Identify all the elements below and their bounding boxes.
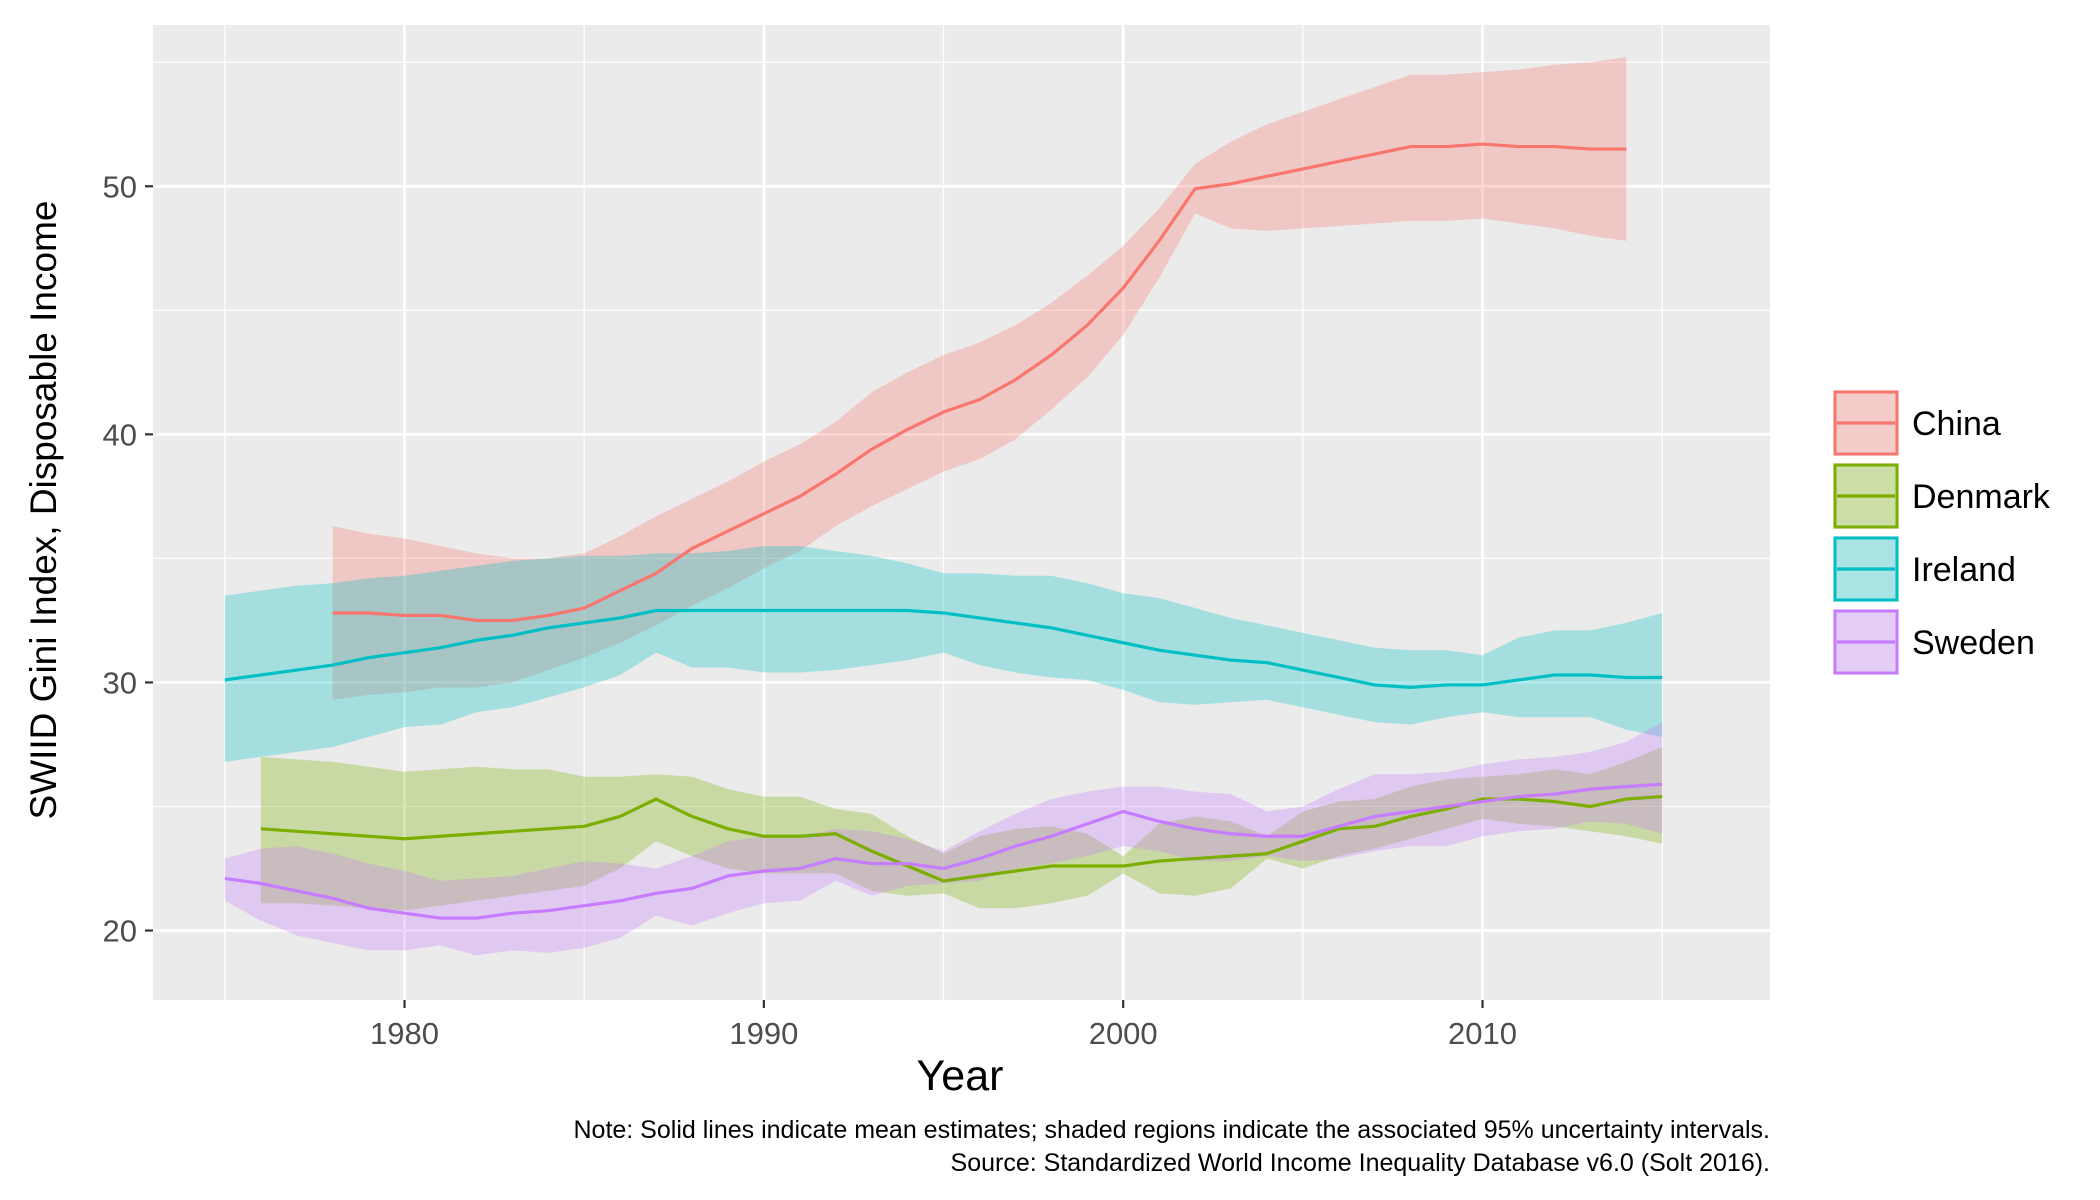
legend-label: Ireland [1912, 551, 2016, 589]
china-mean-line [332, 142, 1627, 623]
x-tick-label: 2000 [1089, 1016, 1158, 1051]
uncertainty-bands [224, 57, 1663, 956]
legend-item-sweden: Sweden [1833, 609, 2035, 675]
legend-label: Sweden [1912, 624, 2035, 662]
legend-item-china: China [1833, 390, 2001, 456]
legend-item-denmark: Denmark [1833, 463, 2051, 529]
y-tick-label: 30 [103, 665, 137, 700]
x-axis-title: Year [917, 1052, 1004, 1100]
ireland-mean-line [224, 608, 1663, 690]
denmark-mean-line [260, 794, 1663, 883]
x-tick-label: 2010 [1448, 1016, 1517, 1051]
denmark-uncertainty-band [260, 746, 1663, 911]
y-tick-label: 40 [103, 417, 137, 452]
caption-source: Source: Standardized World Income Inequa… [951, 1149, 1770, 1177]
legend-item-ireland: Ireland [1833, 536, 2016, 602]
mean-lines [224, 142, 1663, 920]
y-axis-title: SWIID Gini Index, Disposable Income [23, 201, 64, 820]
y-axis: 20 30 40 50 [103, 169, 153, 949]
legend-label: China [1912, 405, 2001, 443]
x-tick-label: 1990 [729, 1016, 798, 1051]
legend: China Denmark Ireland Sweden [1833, 390, 2051, 675]
x-axis: 1980 1990 2000 2010 [370, 1000, 1517, 1051]
caption-note: Note: Solid lines indicate mean estimate… [573, 1116, 1770, 1144]
sweden-uncertainty-band [224, 722, 1663, 956]
x-tick-label: 1980 [370, 1016, 439, 1051]
china-uncertainty-band [332, 57, 1627, 700]
y-tick-label: 50 [103, 169, 137, 204]
y-tick-label: 20 [103, 914, 137, 949]
sweden-mean-line [224, 782, 1663, 920]
legend-label: Denmark [1912, 478, 2051, 516]
ireland-uncertainty-band [224, 545, 1663, 762]
